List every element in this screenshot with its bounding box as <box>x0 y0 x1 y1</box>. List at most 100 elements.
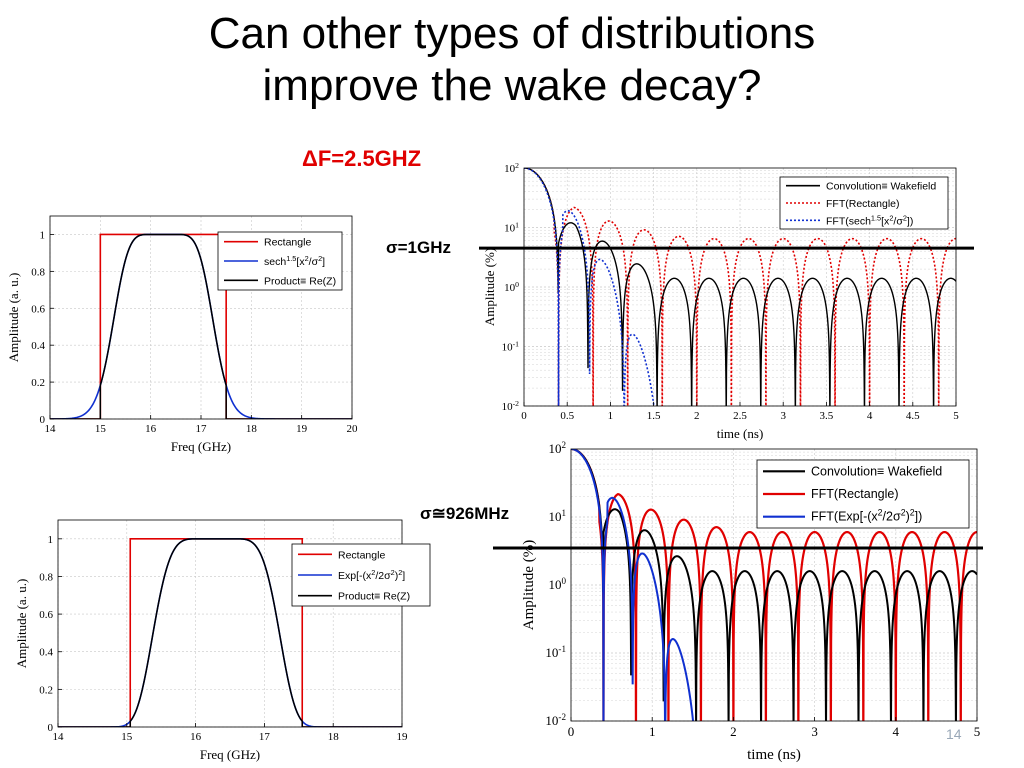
legend-wake2: Convolution≡ Wakefield FFT(Rectangle) FFT(… <box>756 459 970 529</box>
y-axis-label: Amplitude (a. u.) <box>6 273 21 363</box>
x-axis-label: Freq (GHz) <box>171 439 231 454</box>
x-axis-label: time (ns) <box>747 747 801 763</box>
legend-entry: Exp[-(x2/2σ2)2] <box>338 568 405 583</box>
y-axis-label: Amplitude (%) <box>482 248 497 326</box>
series-convolution <box>524 168 956 406</box>
x-tick-label: 2 <box>730 724 737 739</box>
y-tick-label: 1 <box>48 534 54 546</box>
x-tick-label: 3.5 <box>820 410 834 422</box>
series-fft-rectangle <box>571 449 977 721</box>
axes-box-wake2 <box>570 448 978 722</box>
y-tick-label: 0.4 <box>31 340 45 352</box>
x-tick-label: 14 <box>53 731 65 743</box>
legend-entry: sech1.5[x2/σ2] <box>264 254 325 269</box>
x-tick-label: 1 <box>608 410 614 422</box>
y-tick-label: 102 <box>548 440 566 456</box>
x-tick-label: 1.5 <box>647 410 661 422</box>
slide-title: Can other types of distributions improve… <box>0 8 1024 112</box>
x-tick-label: 3 <box>780 410 786 422</box>
legend-freq2: Rectangle Exp[-(x2/2σ2)2] Product≡ Re(Z) <box>291 543 431 607</box>
legend-entry: Rectangle <box>264 237 311 249</box>
y-tick-label: 10-1 <box>502 339 520 354</box>
plot-area-freq1 <box>50 233 352 419</box>
x-tick-label: 5 <box>974 724 981 739</box>
legend-wake1: Convolution≡ Wakefield FFT(Rectangle) FFT(… <box>779 176 949 230</box>
x-axis-label: time (ns) <box>717 426 764 441</box>
page-number: 14 <box>946 726 962 742</box>
y-tick-label: 102 <box>504 161 519 176</box>
x-tick-label: 16 <box>190 731 202 743</box>
legend-entry: Rectangle <box>338 549 385 561</box>
x-tick-label: 0 <box>521 410 527 422</box>
x-tick-label: 2.5 <box>733 410 747 422</box>
x-tick-label: 3 <box>811 724 818 739</box>
y-tick-label: 0.2 <box>31 377 45 389</box>
y-tick-label: 10-2 <box>545 712 566 728</box>
legend-entry: Convolution≡ Wakefield <box>811 464 942 478</box>
y-tick-label: 0.8 <box>31 266 45 278</box>
x-tick-label: 5 <box>953 410 959 422</box>
chart-wake1: 0 0.5 1 1.5 2 2.5 3 3.5 4 4.5 5 10-2 10-1 100 101 102 ti… <box>479 161 974 441</box>
series-fft-distribution <box>571 449 695 721</box>
x-tick-label: 20 <box>347 423 359 435</box>
x-axis-label: Freq (GHz) <box>200 747 260 762</box>
y-tick-label: 100 <box>548 576 566 592</box>
title-line-2: improve the wake decay? <box>262 61 762 110</box>
x-tick-label: 19 <box>397 731 409 743</box>
sigma2-label: σ≅926MHz <box>420 504 510 523</box>
delta-f-label: ΔF=2.5GHZ <box>302 146 421 172</box>
legend-entry: FFT(Rectangle) <box>811 487 899 501</box>
y-tick-label: 10-2 <box>502 399 520 414</box>
x-tick-label: 19 <box>296 423 308 435</box>
series-product <box>50 233 352 419</box>
x-tick-label: 18 <box>246 423 258 435</box>
y-tick-label: 0.8 <box>39 571 53 583</box>
y-tick-label: 0.4 <box>39 647 53 659</box>
x-tick-label: 2 <box>694 410 700 422</box>
y-tick-label: 101 <box>548 508 566 524</box>
y-tick-label: 0.6 <box>39 609 53 621</box>
series-fft-distribution <box>524 168 655 406</box>
x-tick-label: 18 <box>328 731 340 743</box>
legend-entry: FFT(Rectangle) <box>826 198 900 210</box>
y-tick-label: 101 <box>504 220 519 235</box>
chart-freq1: 14 15 16 17 18 19 20 0 0.2 0.4 0.6 0.8 1 Freq (GHz) Am… <box>6 215 359 454</box>
series-convolution <box>571 449 977 721</box>
y-tick-label: 1 <box>40 229 46 241</box>
chart-wake2: 0 1 2 3 4 5 10-2 10-1 100 101 102 time (ns) Amplitud… <box>493 440 983 763</box>
x-tick-label: 14 <box>45 423 57 435</box>
y-tick-label: 10-1 <box>545 644 566 660</box>
delta-symbol: Δ <box>302 146 318 171</box>
x-tick-label: 0 <box>568 724 575 739</box>
x-tick-label: 4 <box>893 724 900 739</box>
x-tick-label: 4 <box>867 410 873 422</box>
plot-area-wake2 <box>571 449 977 721</box>
x-tick-label: 15 <box>95 423 107 435</box>
y-axis-label: Amplitude (a. u.) <box>14 579 29 669</box>
legend-freq1: Rectangle sech1.5[x2/σ2] Product≡ Re(Z) <box>217 231 343 291</box>
x-tick-label: 17 <box>259 731 271 743</box>
x-tick-label: 17 <box>196 423 208 435</box>
legend-entry: Product≡ Re(Z) <box>338 591 410 603</box>
y-tick-label: 100 <box>504 280 519 295</box>
y-tick-label: 0 <box>48 722 54 734</box>
axes-box-freq2 <box>57 519 403 728</box>
y-axis-label: Amplitude (%) <box>521 540 537 630</box>
sigma1-label: σ=1GHz <box>386 238 452 257</box>
legend-entry: FFT(Exp[-(x2/2σ2)2]) <box>811 508 922 524</box>
y-tick-label: 0.6 <box>31 303 45 315</box>
x-tick-label: 15 <box>121 731 133 743</box>
legend-entry: Convolution≡ Wakefield <box>826 181 936 193</box>
legend-entry: FFT(sech1.5[x2/σ2]) <box>826 213 913 228</box>
x-tick-label: 1 <box>649 724 656 739</box>
delta-f-text: F=2.5GHZ <box>317 146 422 171</box>
y-tick-label: 0.2 <box>39 684 53 696</box>
title-line-1: Can other types of distributions <box>208 9 816 58</box>
x-tick-label: 4.5 <box>906 410 920 422</box>
series-product <box>58 538 402 727</box>
chart-freq2: 14 15 16 17 18 19 0 0.2 0.4 0.6 0.8 1 Freq (GHz) Ampl… <box>14 519 431 762</box>
y-tick-label: 0 <box>40 414 46 426</box>
legend-entry: Product≡ Re(Z) <box>264 275 336 287</box>
x-tick-label: 16 <box>145 423 157 435</box>
